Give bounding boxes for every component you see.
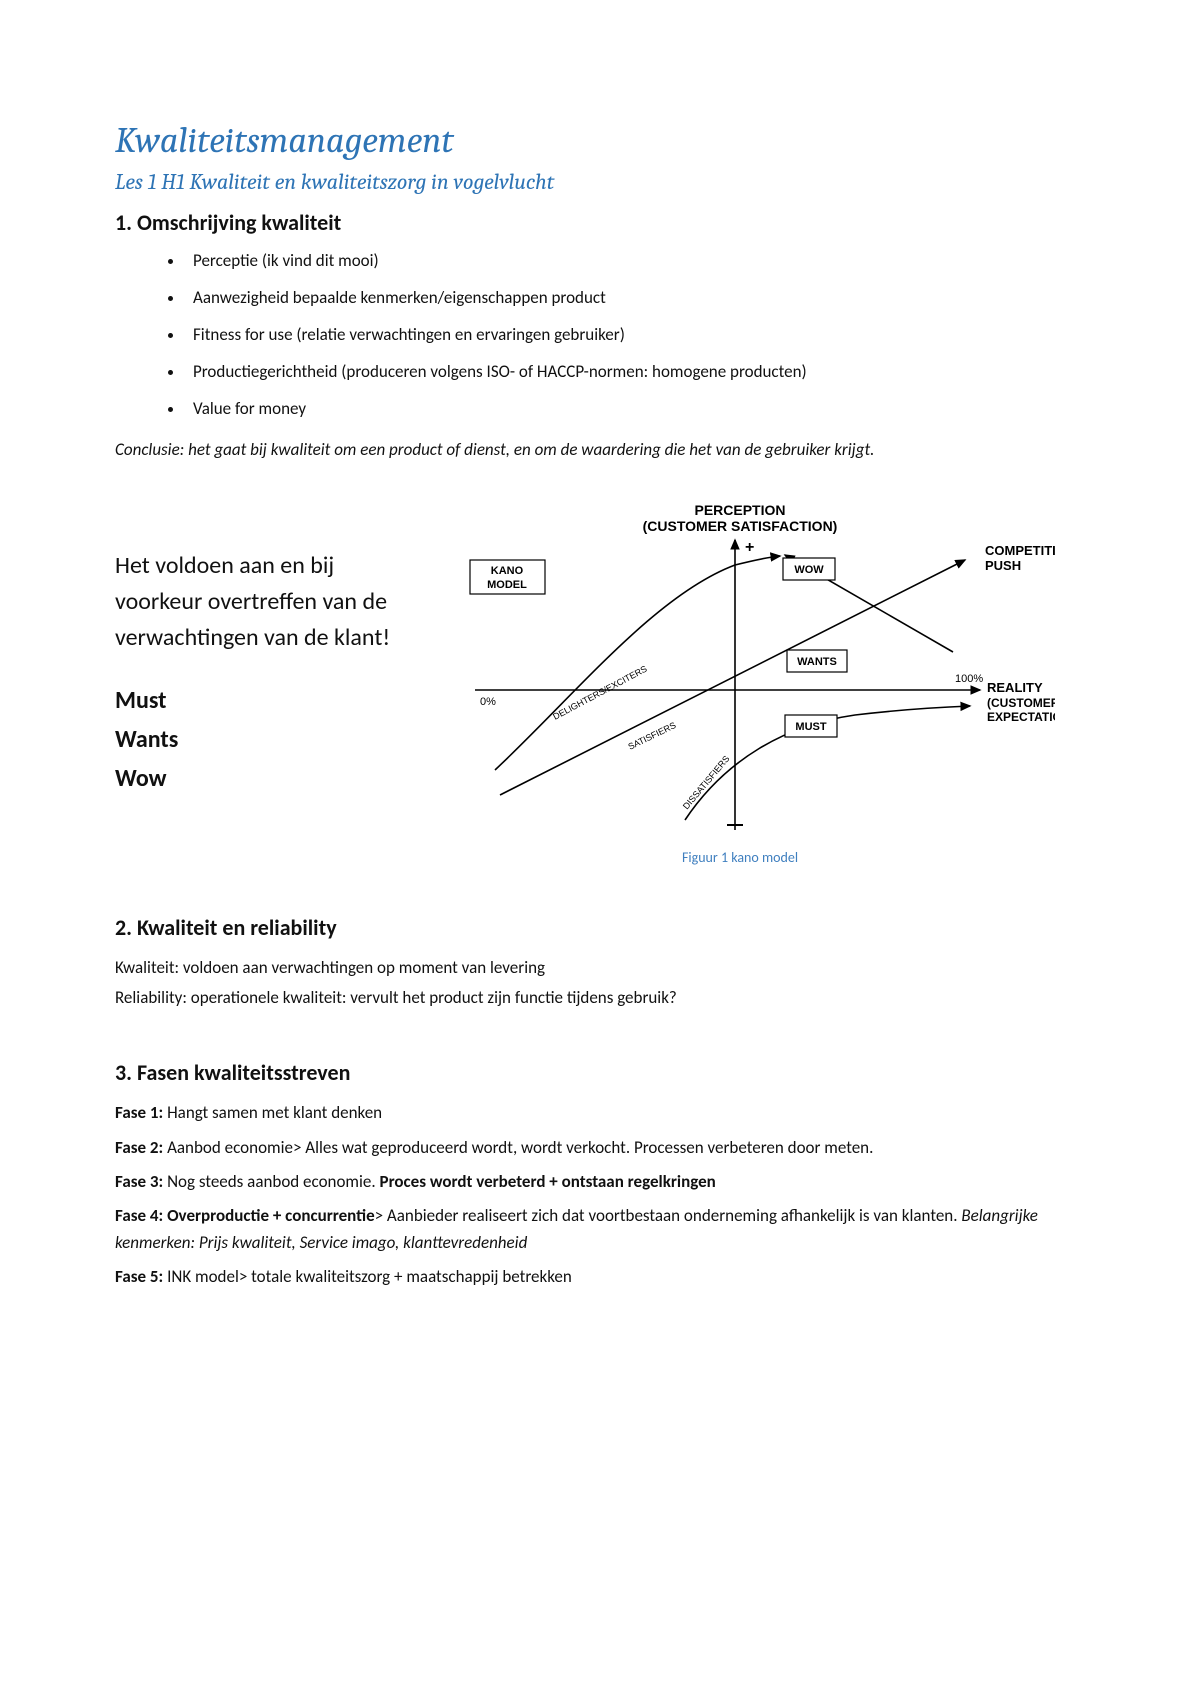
mww-wow: Wow	[115, 764, 415, 793]
kano-plus: +	[745, 539, 754, 556]
kano-curve-lbl-satisfiers: SATISFIERS	[626, 720, 677, 752]
kano-0pct: 0%	[480, 696, 496, 708]
fase1-label: Fase 1:	[115, 1102, 163, 1123]
section1-heading: 1. Omschrijving kwaliteit	[115, 209, 1085, 236]
kano-comp-push-2: PUSH	[985, 558, 1021, 573]
section1-bullets: Perceptie (ik vind dit mooi) Aanwezighei…	[115, 250, 1085, 421]
kano-box-wow-t: WOW	[794, 564, 824, 576]
fase3-text2: Proces wordt verbeterd + ontstaan regelk…	[380, 1171, 716, 1192]
kano-box-must-t: MUST	[795, 721, 826, 733]
kano-title-top: PERCEPTION	[694, 502, 785, 518]
mww-must: Must	[115, 686, 415, 715]
kano-comp-push-1: COMPETITIVE	[985, 543, 1055, 558]
kano-figure: PERCEPTION (CUSTOMER SATISFACTION) + 0% …	[425, 500, 1085, 866]
fase2: Fase 2: Aanbod economie> Alles wat gepro…	[115, 1135, 1085, 1161]
fase5-label: Fase 5:	[115, 1266, 163, 1287]
section2-line1: Kwaliteit: voldoen aan verwachtingen op …	[115, 955, 1085, 981]
kano-box-kano-l1: KANO	[491, 565, 524, 577]
fase3: Fase 3: Nog steeds aanbod economie. Proc…	[115, 1169, 1085, 1195]
mid-left-column: Het voldoen aan en bij voorkeur overtref…	[115, 500, 415, 803]
kano-reality-3: EXPECTATION	[987, 710, 1055, 724]
kano-title-top2: (CUSTOMER SATISFACTION)	[643, 518, 838, 534]
kano-curve-wants	[500, 560, 965, 795]
mid-quote: Het voldoen aan en bij voorkeur overtref…	[115, 548, 415, 656]
section2-heading: 2. Kwaliteit en reliability	[115, 914, 1085, 941]
kano-box-wants-t: WANTS	[797, 656, 837, 668]
list-item: Value for money	[185, 398, 1085, 421]
mid-row: Het voldoen aan en bij voorkeur overtref…	[115, 500, 1085, 866]
mww-wants: Wants	[115, 725, 415, 754]
fase5: Fase 5: INK model> totale kwaliteitszorg…	[115, 1264, 1085, 1290]
fase1-text: Hangt samen met klant denken	[163, 1102, 382, 1123]
fase4: Fase 4: Overproductie + concurrentie> Aa…	[115, 1203, 1085, 1256]
kano-reality-1: REALITY	[987, 680, 1043, 695]
kano-chart: PERCEPTION (CUSTOMER SATISFACTION) + 0% …	[425, 500, 1055, 840]
section3-heading: 3. Fasen kwaliteitsstreven	[115, 1059, 1085, 1086]
list-item: Fitness for use (relatie verwachtingen e…	[185, 324, 1085, 347]
kano-100pct: 100%	[955, 673, 983, 685]
kano-curve-lbl-delighters: DELIGHTERS/EXCITERS	[551, 663, 648, 721]
kano-caption: Figuur 1 kano model	[425, 849, 1055, 866]
list-item: Aanwezigheid bepaalde kenmerken/eigensch…	[185, 287, 1085, 310]
list-item: Perceptie (ik vind dit mooi)	[185, 250, 1085, 273]
kano-curve-lbl-dissatisfiers: DISSATISFIERS	[681, 753, 732, 811]
kano-box-kano-l2: MODEL	[487, 579, 527, 591]
fase2-label: Fase 2:	[115, 1137, 163, 1158]
fase4-text1: > Aanbieder realiseert zich dat voortbes…	[375, 1205, 962, 1226]
fase1: Fase 1: Hangt samen met klant denken	[115, 1100, 1085, 1126]
document-page: Kwaliteitsmanagement Les 1 H1 Kwaliteit …	[0, 0, 1200, 1698]
fase2-text: Aanbod economie> Alles wat geproduceerd …	[163, 1137, 873, 1158]
section1-conclusion: Conclusie: het gaat bij kwaliteit om een…	[115, 439, 1085, 460]
list-item: Productiegerichtheid (produceren volgens…	[185, 361, 1085, 384]
doc-subtitle: Les 1 H1 Kwaliteit en kwaliteitszorg in …	[115, 169, 1085, 195]
section2-line2: Reliability: operationele kwaliteit: ver…	[115, 985, 1085, 1011]
kano-reality-2: (CUSTOMER	[987, 696, 1055, 710]
fase5-text: INK model> totale kwaliteitszorg + maats…	[163, 1266, 572, 1287]
fase3-label: Fase 3:	[115, 1171, 163, 1192]
fase4-label: Fase 4: Overproductie + concurrentie	[115, 1205, 375, 1226]
fase3-text1: Nog steeds aanbod economie.	[163, 1171, 379, 1192]
doc-title: Kwaliteitsmanagement	[115, 120, 1085, 161]
